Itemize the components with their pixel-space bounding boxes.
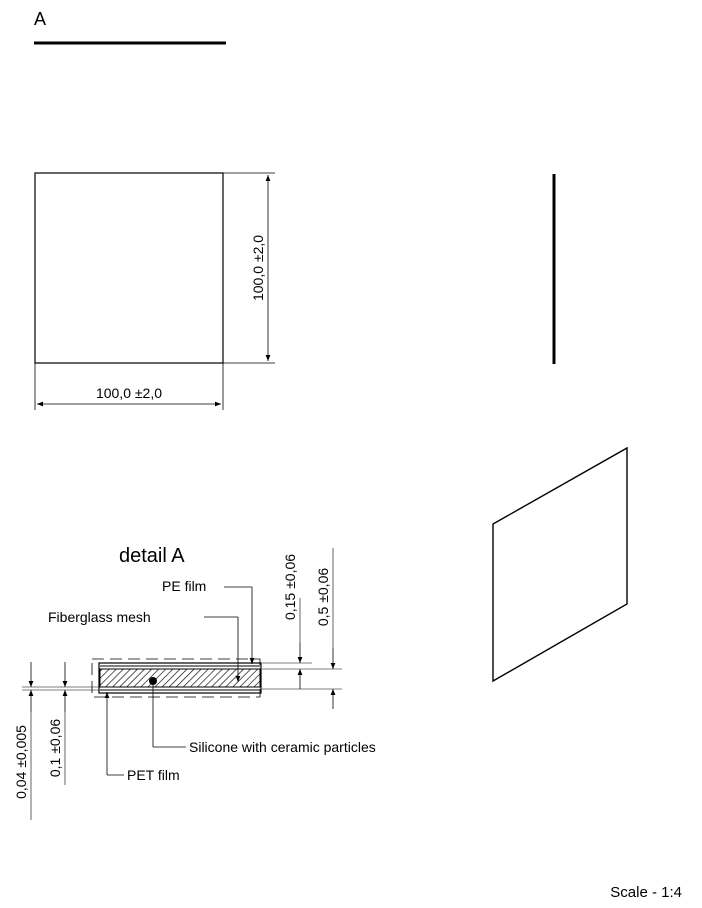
silicone-layer — [100, 669, 260, 687]
detail-a: detail A PE film Fiberglass mesh Silicon… — [13, 545, 376, 820]
height-dimension: 100,0 ±2,0 — [223, 173, 275, 363]
callout-pet-film: PET film — [127, 767, 180, 783]
isometric-view — [493, 448, 627, 681]
dim-05: 0,5 ±0,06 — [315, 568, 331, 626]
dim-01: 0,1 ±0,06 — [47, 719, 63, 777]
scale-note: Scale - 1:4 — [610, 884, 682, 901]
callout-silicone: Silicone with ceramic particles — [189, 739, 376, 755]
callout-pe-film: PE film — [162, 578, 206, 594]
height-dim-text: 100,0 ±2,0 — [250, 235, 266, 301]
callout-fiberglass-mesh: Fiberglass mesh — [48, 609, 151, 625]
dim-004: 0,04 ±0,005 — [13, 725, 29, 799]
width-dimension: 100,0 ±2,0 — [35, 363, 223, 410]
detail-title: detail A — [119, 545, 185, 567]
dim-015: 0,15 ±0,06 — [282, 554, 298, 620]
section-label: A — [34, 9, 46, 29]
front-view-square — [35, 173, 223, 363]
width-dim-text: 100,0 ±2,0 — [96, 385, 162, 401]
